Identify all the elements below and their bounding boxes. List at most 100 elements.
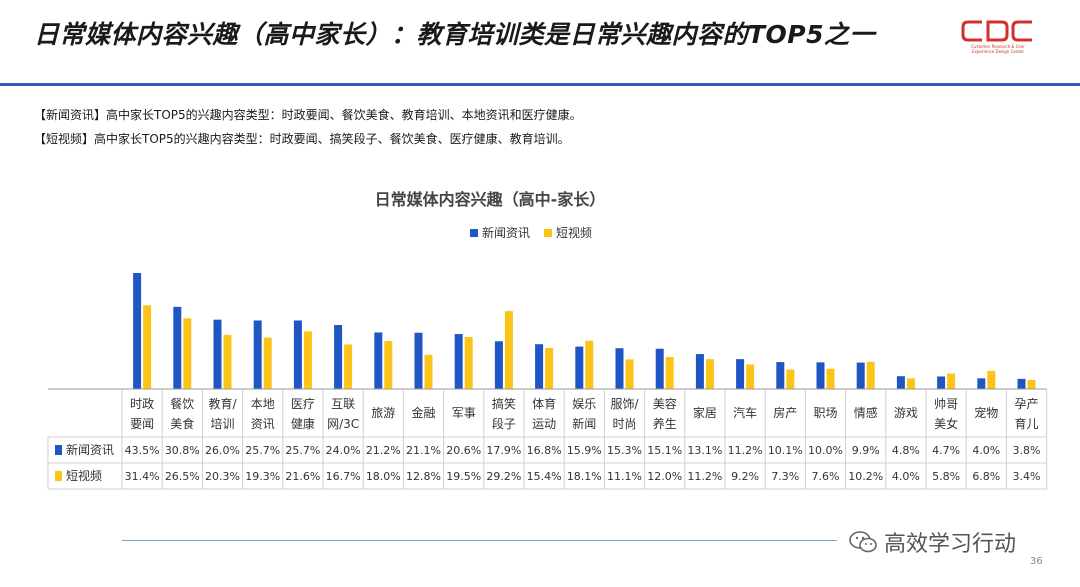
data-label-short-video-22: 3.4% bbox=[1013, 470, 1041, 483]
data-label-news-17: 10.0% bbox=[808, 444, 843, 457]
bar-short-video-6 bbox=[384, 341, 393, 389]
data-label-news-14: 13.1% bbox=[687, 444, 722, 457]
bar-short-video-19 bbox=[906, 378, 915, 389]
logo-mark bbox=[961, 20, 1032, 42]
bar-short-video-5 bbox=[344, 344, 353, 389]
bar-short-video-13 bbox=[665, 357, 674, 389]
chart-title: 日常媒体内容兴趣（高中-家长） bbox=[374, 190, 606, 209]
bar-news-21 bbox=[977, 378, 986, 389]
data-label-news-11: 15.9% bbox=[567, 444, 602, 457]
category-label-22-line1: 孕产 bbox=[1014, 397, 1038, 411]
note-short-video: 【短视频】高中家长TOP5的兴趣内容类型：时政要闻、搞笑段子、餐饮美食、医疗健康… bbox=[34, 132, 570, 146]
category-label-10-line2: 运动 bbox=[532, 417, 556, 431]
bar-news-11 bbox=[575, 346, 584, 389]
bar-news-7 bbox=[414, 332, 423, 389]
category-label-20-line1: 帅哥 bbox=[934, 397, 958, 411]
data-label-news-1: 30.8% bbox=[165, 444, 200, 457]
watermark-text: 高效学习行动 bbox=[884, 532, 1017, 557]
legend-label-news: 新闻资讯 bbox=[482, 226, 531, 240]
data-label-short-video-0: 31.4% bbox=[125, 470, 160, 483]
footer-rule bbox=[122, 540, 837, 541]
category-label-20-line2: 美女 bbox=[934, 416, 958, 431]
data-label-news-20: 4.7% bbox=[932, 444, 960, 457]
data-label-news-12: 15.3% bbox=[607, 444, 642, 457]
data-label-news-6: 21.2% bbox=[366, 444, 401, 457]
data-label-news-15: 11.2% bbox=[728, 444, 763, 457]
data-label-news-10: 16.8% bbox=[527, 444, 562, 457]
bar-news-17 bbox=[816, 362, 825, 389]
data-label-news-21: 4.0% bbox=[972, 444, 1000, 457]
category-label-13-line1: 美容 bbox=[653, 396, 677, 411]
bar-news-16 bbox=[776, 362, 785, 389]
bar-short-video-8 bbox=[464, 337, 473, 389]
category-label-9-line2: 段子 bbox=[492, 416, 516, 431]
data-label-news-13: 15.1% bbox=[647, 444, 682, 457]
bar-news-22 bbox=[1017, 378, 1026, 389]
bar-news-2 bbox=[213, 319, 222, 389]
data-label-news-5: 24.0% bbox=[326, 444, 361, 457]
data-label-short-video-15: 9.2% bbox=[731, 470, 759, 483]
data-label-news-4: 25.7% bbox=[285, 444, 320, 457]
data-label-news-7: 21.1% bbox=[406, 444, 441, 457]
category-label-10-line1: 体育 bbox=[532, 396, 556, 411]
bar-news-0 bbox=[133, 273, 142, 389]
bar-short-video-10 bbox=[545, 347, 554, 389]
category-label-15: 汽车 bbox=[733, 405, 757, 420]
category-label-12-line1: 服饰/ bbox=[610, 397, 639, 411]
category-label-18: 情感 bbox=[854, 405, 878, 420]
bar-short-video-14 bbox=[705, 359, 714, 389]
category-label-7: 金融 bbox=[411, 405, 435, 420]
data-label-short-video-3: 19.3% bbox=[245, 470, 280, 483]
bar-short-video-16 bbox=[786, 369, 795, 389]
category-label-4-line1: 医疗 bbox=[291, 397, 315, 411]
data-label-short-video-16: 7.3% bbox=[771, 470, 799, 483]
data-label-short-video-13: 12.0% bbox=[647, 470, 682, 483]
bar-short-video-11 bbox=[585, 340, 594, 389]
legend-item-news: 新闻资讯 bbox=[470, 224, 530, 241]
data-label-short-video-8: 19.5% bbox=[446, 470, 481, 483]
bar-news-5 bbox=[334, 325, 343, 389]
category-label-13-line2: 养生 bbox=[653, 416, 677, 431]
category-label-12-line2: 时尚 bbox=[612, 417, 636, 431]
data-label-short-video-5: 16.7% bbox=[326, 470, 361, 483]
legend-swatch-news bbox=[470, 228, 478, 237]
category-label-0-line2: 要闻 bbox=[130, 417, 154, 431]
category-label-1-line1: 餐饮 bbox=[170, 396, 194, 411]
data-label-news-9: 17.9% bbox=[486, 444, 521, 457]
page-number: 36 bbox=[1030, 556, 1043, 567]
bar-short-video-12 bbox=[625, 359, 634, 389]
data-label-short-video-10: 15.4% bbox=[527, 470, 562, 483]
wechat-icon bbox=[849, 531, 877, 553]
bar-news-12 bbox=[615, 348, 624, 389]
bar-news-13 bbox=[655, 348, 664, 389]
bar-news-14 bbox=[695, 354, 704, 389]
legend-item-short-video: 短视频 bbox=[544, 224, 592, 241]
data-label-short-video-17: 7.6% bbox=[812, 470, 840, 483]
row-label-1: 短视频 bbox=[66, 468, 102, 483]
bar-news-6 bbox=[374, 332, 383, 389]
bar-short-video-4 bbox=[303, 331, 312, 389]
data-label-news-19: 4.8% bbox=[892, 444, 920, 457]
legend-label-short-video: 短视频 bbox=[556, 226, 593, 240]
category-label-22-line2: 育儿 bbox=[1014, 416, 1038, 431]
bar-short-video-9 bbox=[504, 311, 513, 389]
category-label-1-line2: 美食 bbox=[170, 416, 194, 431]
bar-short-video-2 bbox=[223, 334, 232, 389]
data-label-news-18: 9.9% bbox=[852, 444, 880, 457]
data-label-short-video-12: 11.1% bbox=[607, 470, 642, 483]
data-label-news-22: 3.8% bbox=[1013, 444, 1041, 457]
data-label-news-3: 25.7% bbox=[245, 444, 280, 457]
category-label-9-line1: 搞笑 bbox=[492, 396, 516, 411]
note-news: 【新闻资讯】高中家长TOP5的兴趣内容类型：时政要闻、餐饮美食、教育培训、本地资… bbox=[34, 108, 582, 122]
category-label-4-line2: 健康 bbox=[291, 416, 315, 431]
bar-short-video-17 bbox=[826, 368, 835, 389]
bar-news-15 bbox=[736, 359, 745, 389]
category-label-2-line1: 教育/ bbox=[208, 396, 237, 411]
category-label-8: 军事 bbox=[452, 406, 476, 420]
bar-news-4 bbox=[293, 320, 302, 389]
row-label-0: 新闻资讯 bbox=[66, 442, 114, 457]
data-label-short-video-9: 29.2% bbox=[486, 470, 521, 483]
category-label-11-line2: 新闻 bbox=[572, 416, 596, 431]
data-label-short-video-21: 6.8% bbox=[972, 470, 1000, 483]
